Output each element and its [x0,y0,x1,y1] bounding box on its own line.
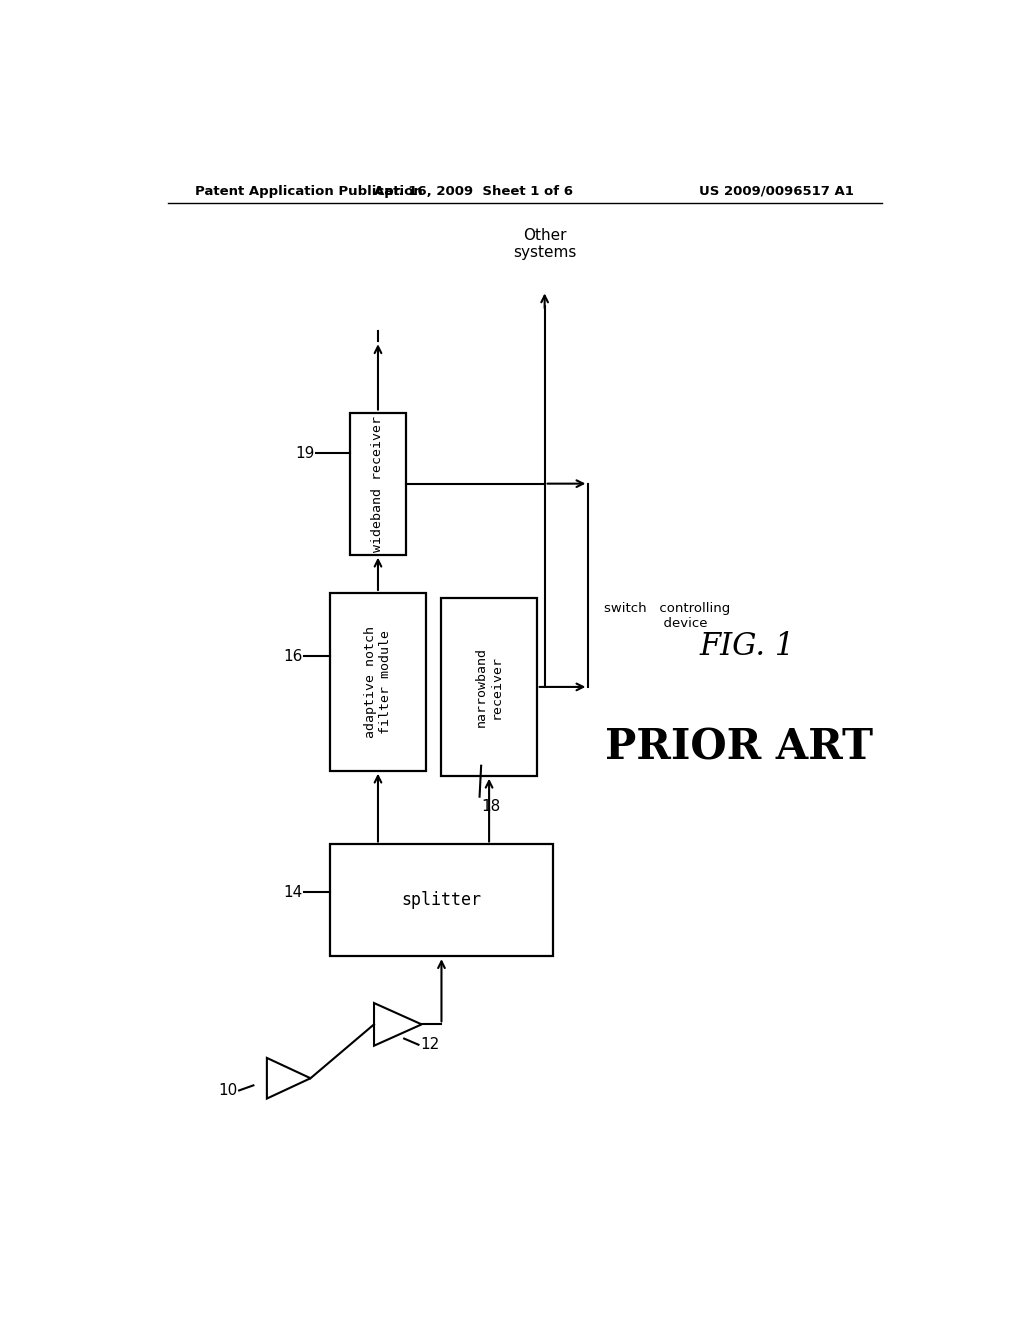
Text: 18: 18 [481,799,501,813]
Text: 12: 12 [420,1038,439,1052]
Bar [331,593,426,771]
Text: adaptive notch
filter module: adaptive notch filter module [364,626,392,738]
Text: 19: 19 [295,446,314,461]
Bar [441,598,537,776]
Text: PRIOR ART: PRIOR ART [605,727,873,770]
Bar [350,412,406,554]
Text: 14: 14 [284,884,303,900]
Text: Apr. 16, 2009  Sheet 1 of 6: Apr. 16, 2009 Sheet 1 of 6 [374,185,572,198]
Text: 16: 16 [284,649,303,664]
Text: splitter: splitter [401,891,481,909]
Text: US 2009/0096517 A1: US 2009/0096517 A1 [699,185,854,198]
Bar [331,845,553,956]
Text: 10: 10 [218,1082,238,1098]
Text: switch   controlling
              device: switch controlling device [604,602,730,630]
Text: Patent Application Publication: Patent Application Publication [196,185,423,198]
Text: narrowband
receiver: narrowband receiver [475,647,503,727]
Text: wideband receiver: wideband receiver [372,416,384,552]
Text: FIG. 1: FIG. 1 [699,631,795,661]
Text: Other
systems: Other systems [513,227,577,260]
